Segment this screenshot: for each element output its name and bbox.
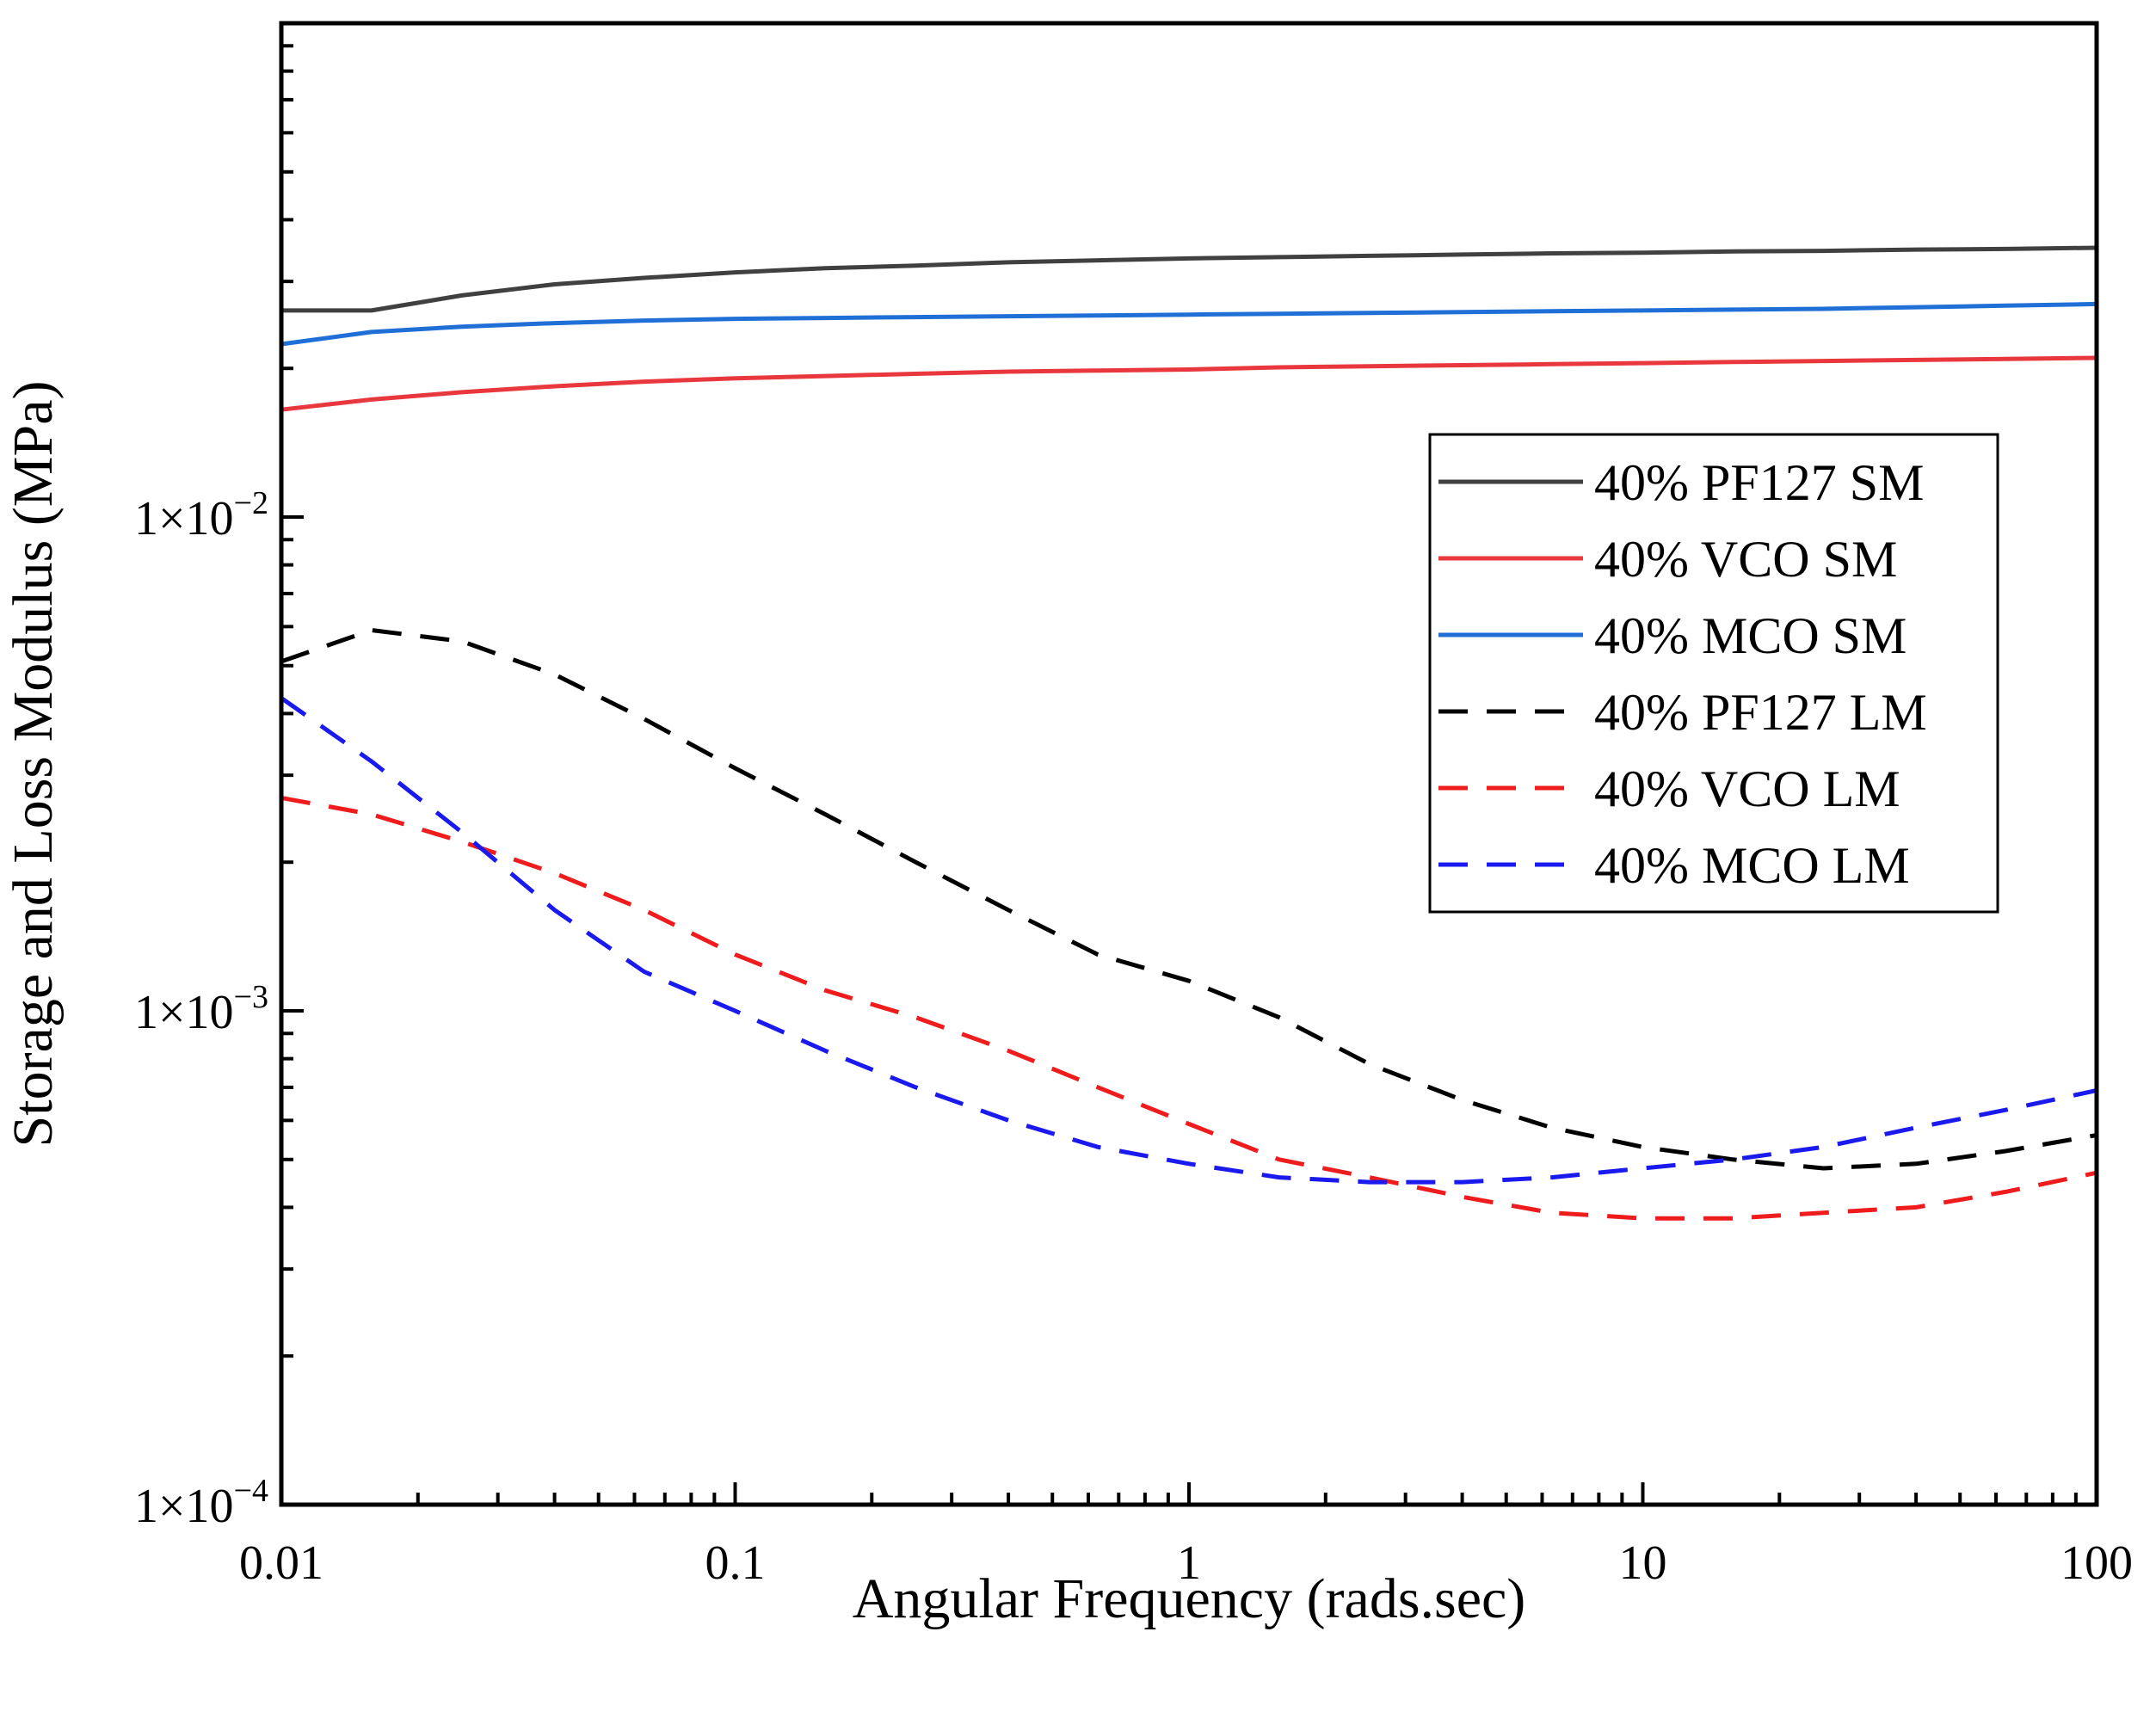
legend-label: 40% PF127 SM [1594, 454, 1924, 511]
x-tick-label: 100 [2061, 1536, 2133, 1590]
legend: 40% PF127 SM 40% VCO SM 40% MCO SM 40% PF12… [1430, 434, 1998, 912]
x-axis-title: Angular Frequency (rads.sec) [853, 1567, 1526, 1630]
legend-label: 40% MCO LM [1594, 837, 1910, 894]
legend-label: 40% VCO SM [1594, 531, 1897, 588]
legend-label: 40% PF127 LM [1594, 684, 1927, 741]
x-tick-label: 0.01 [239, 1536, 323, 1590]
chart-canvas: 0.01 0.1 1 10 100 1×10−21×10−31×10−4 Angular… [0, 0, 2156, 1718]
legend-label: 40% VCO LM [1594, 760, 1900, 817]
y-axis-title: Storage and Loss Modulus (MPa) [2, 381, 65, 1148]
x-tick-label: 10 [1619, 1536, 1667, 1590]
legend-label: 40% MCO SM [1594, 607, 1907, 664]
x-tick-label: 0.1 [705, 1536, 766, 1590]
